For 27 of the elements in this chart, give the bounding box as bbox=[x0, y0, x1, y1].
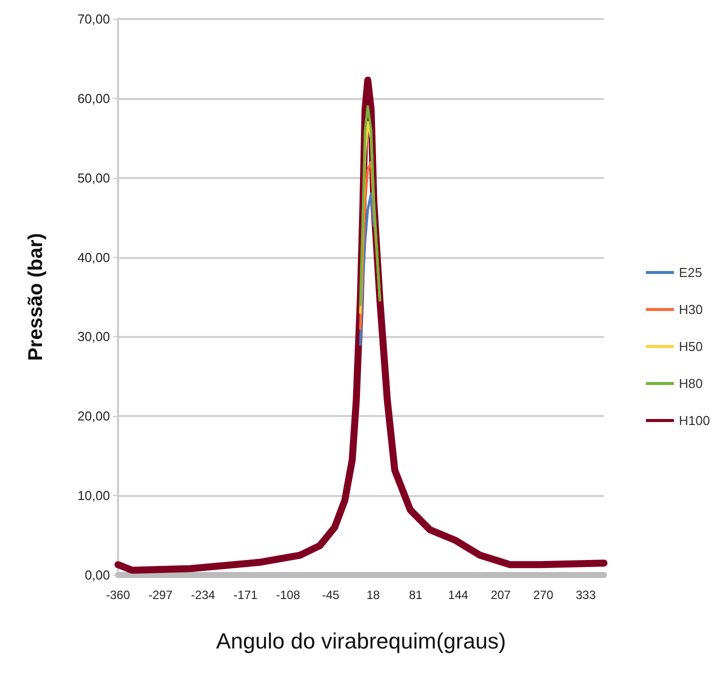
x-tick-label: 81 bbox=[408, 588, 423, 602]
legend-label: H80 bbox=[678, 376, 703, 391]
x-tick-label: 144 bbox=[448, 588, 469, 602]
y-tick-label: 10,00 bbox=[77, 488, 110, 504]
x-tick-label: -234 bbox=[191, 588, 216, 602]
legend-label: E25 bbox=[678, 265, 702, 280]
x-tick-label: -360 bbox=[106, 588, 130, 602]
y-tick-label: 20,00 bbox=[77, 408, 110, 424]
x-tick-label: -171 bbox=[234, 588, 258, 602]
y-tick-label: 60,00 bbox=[77, 90, 110, 106]
x-axis-title: Angulo do virabrequim(graus) bbox=[216, 628, 506, 654]
y-tick-label: 70,00 bbox=[77, 12, 110, 26]
legend-label: H100 bbox=[678, 413, 710, 428]
x-tick-label: -297 bbox=[148, 588, 173, 602]
y-tick-label: 30,00 bbox=[77, 329, 110, 344]
x-tick-label: 207 bbox=[490, 588, 512, 602]
y-tick-label: 50,00 bbox=[77, 170, 110, 186]
x-tick-label: 270 bbox=[533, 588, 554, 602]
y-tick-label: 40,00 bbox=[77, 250, 110, 265]
x-tick-label: -108 bbox=[276, 588, 300, 602]
x-tick-label: -45 bbox=[322, 588, 340, 602]
x-tick-label: 333 bbox=[576, 588, 596, 602]
x-tick-label: 18 bbox=[366, 588, 380, 602]
legend-label: H50 bbox=[678, 339, 703, 354]
y-axis-title: Pressão (bar) bbox=[25, 233, 47, 361]
legend-label: H30 bbox=[678, 302, 703, 317]
y-tick-label: 0,00 bbox=[84, 568, 110, 582]
